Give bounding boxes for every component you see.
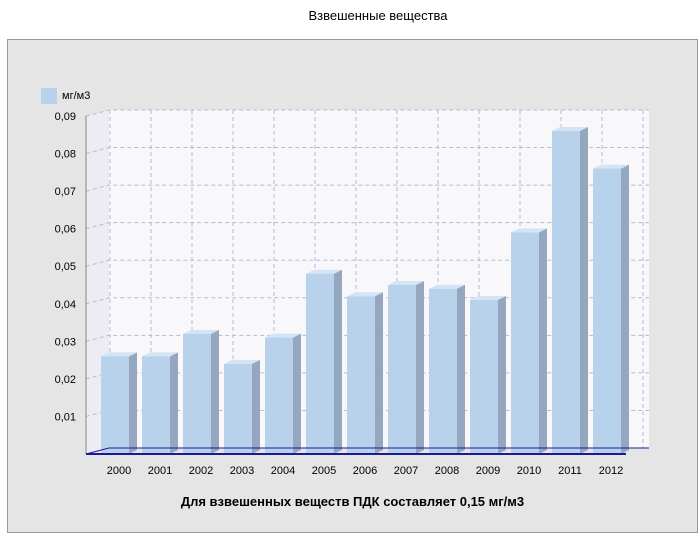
x-tick-label: 2005 [312,465,336,477]
bar-side [129,352,137,454]
gridline-y [85,184,649,192]
bar-side [457,284,465,454]
bar-side [580,127,588,455]
x-tick-label: 2004 [271,465,295,477]
bar-top [183,329,219,334]
bar-side [621,164,629,455]
bar-front [224,363,252,454]
x-tick-label: 2002 [189,465,213,477]
bar-front [306,273,334,454]
bar-top [552,127,588,132]
legend-label: мг/м3 [62,90,91,102]
bar [142,352,178,454]
y-tick-label: 0,05 [55,261,76,273]
bar-side [375,292,383,454]
chart-title: Взвешенные вещества [308,8,448,23]
bar [388,281,424,454]
gridline-y [85,297,649,305]
gridline-y [85,222,649,230]
y-tick-label: 0,07 [55,186,76,198]
bar-front [511,232,539,454]
x-tick-label: 2011 [558,465,582,477]
legend: мг/м3 [41,88,90,104]
bar-top [347,292,383,297]
y-tick-label: 0,06 [55,224,76,236]
bar [183,329,219,454]
gridline-y [85,147,649,155]
bar-top [265,333,301,338]
bar [347,292,383,454]
bar [306,269,342,454]
x-tick-label: 2006 [353,465,377,477]
bar-side [293,333,301,454]
bar-top [224,359,260,364]
x-tick-label: 2000 [107,465,131,477]
bar [552,127,588,455]
bar [224,359,260,454]
bar-side [416,281,424,454]
bar-side [170,352,178,454]
bar [511,228,547,454]
bar-top [388,281,424,285]
bar-front [552,131,580,454]
bar-front [142,356,170,454]
bar-front [183,333,211,454]
chart-note: Для взвешенных веществ ПДК составляет 0,… [180,494,525,509]
bar-top [470,296,506,301]
bar [429,284,465,454]
x-tick-label: 2008 [435,465,459,477]
legend-swatch [41,88,57,104]
bar-front [265,337,293,454]
bar-front [470,300,498,454]
bar-top [593,164,629,169]
x-tick-label: 2009 [476,465,500,477]
y-tick-label: 0,08 [55,149,76,161]
bar-front [593,168,621,455]
y-tick-label: 0,04 [55,299,76,311]
bar [470,296,506,454]
x-tick-label: 2007 [394,465,418,477]
bar-side [252,359,260,454]
gridline-y [85,109,649,117]
gridline-y [85,334,649,342]
bar-front [388,285,416,454]
y-tick-label: 0,09 [55,111,76,123]
y-tick-label: 0,03 [55,336,76,348]
bar-top [429,284,465,289]
gridline-y [85,259,649,267]
bar-side [211,329,219,454]
y-tick-label: 0,01 [55,411,76,423]
y-tick-label: 0,02 [55,374,76,386]
bar [101,352,137,454]
bar-front [347,296,375,454]
bar-top [101,352,137,357]
bar-side [334,269,342,454]
x-tick-label: 2010 [517,465,541,477]
bar-top [142,352,178,357]
bar-top [511,228,547,233]
bar-side [498,296,506,454]
x-tick-label: 2001 [148,465,172,477]
bar-front [429,288,457,454]
bar [265,333,301,454]
bar-front [101,356,129,454]
x-tick-label: 2012 [599,465,623,477]
bar [593,164,629,455]
bar-side [539,228,547,454]
bar-top [306,269,342,274]
x-tick-label: 2003 [230,465,254,477]
